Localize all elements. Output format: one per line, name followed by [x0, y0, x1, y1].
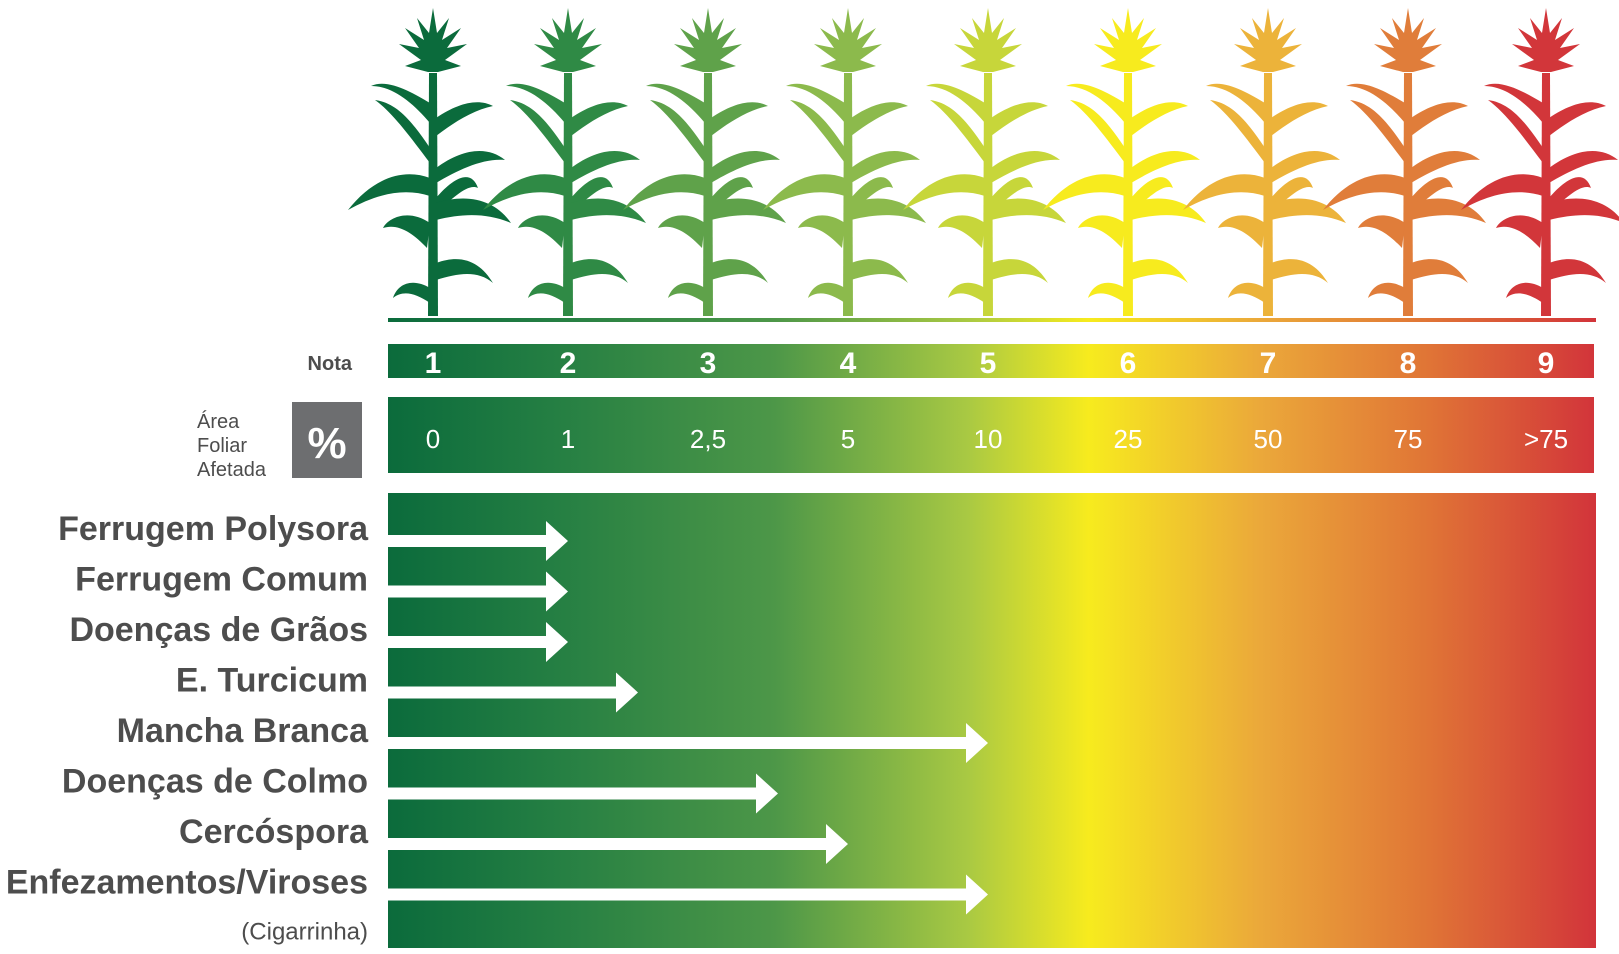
- disease-bar: [388, 493, 1596, 948]
- area-label-line: Área: [197, 410, 240, 433]
- area-value: 50: [1254, 424, 1283, 454]
- corn-plant-icon: [1323, 8, 1486, 316]
- area-label-line: Foliar: [197, 435, 247, 457]
- area-value: 25: [1114, 424, 1143, 454]
- severity-arrow: [388, 672, 638, 713]
- disease-name: Mancha Branca: [117, 712, 369, 750]
- disease-list: Ferrugem Polysora Ferrugem Comum Doenças d…: [6, 510, 988, 946]
- disease-row: Mancha Branca: [117, 712, 988, 763]
- disease-name: Doenças de Colmo: [62, 763, 368, 801]
- nota-bar: [388, 344, 1594, 378]
- severity-arrow: [388, 622, 568, 662]
- nota-label: Nota: [308, 353, 353, 375]
- area-value: 0: [426, 424, 440, 454]
- severity-arrow: [388, 824, 848, 864]
- area-value: 1: [561, 424, 575, 454]
- nota-grade: 6: [1120, 347, 1137, 380]
- corn-plants-row: [348, 8, 1619, 316]
- percent-box: [292, 402, 362, 478]
- ground-line: [388, 318, 1596, 322]
- severity-arrow: [388, 571, 568, 612]
- area-value: 10: [974, 424, 1003, 454]
- nota-grade: 2: [560, 347, 577, 380]
- disease-name: Ferrugem Polysora: [58, 510, 369, 548]
- corn-plant-icon: [348, 8, 511, 316]
- area-value: 75: [1394, 424, 1423, 454]
- nota-grade: 8: [1400, 347, 1417, 380]
- area-value: 5: [841, 424, 855, 454]
- corn-plant-icon: [623, 8, 786, 316]
- disease-subname: (Cigarrinha): [241, 919, 368, 946]
- disease-row: Doenças de Colmo: [62, 763, 778, 814]
- disease-row: Doenças de Grãos: [69, 611, 568, 662]
- disease-name: Ferrugem Comum: [75, 561, 368, 599]
- disease-name: Enfezamentos/Viroses: [6, 864, 368, 902]
- area-bar: [388, 397, 1594, 473]
- nota-grade: 1: [425, 347, 442, 380]
- disease-row: Enfezamentos/Viroses (Cigarrinha): [6, 864, 988, 946]
- disease-name: Cercóspora: [179, 813, 369, 851]
- corn-plant-icon: [1461, 8, 1619, 316]
- area-value: 2,5: [690, 424, 726, 454]
- nota-grade: 3: [700, 347, 717, 380]
- disease-row: Ferrugem Polysora: [58, 510, 568, 561]
- area-values: 0 1 2,5 5 10 25 50 75 >75: [426, 424, 1568, 454]
- nota-grade: 5: [980, 347, 997, 380]
- disease-row: Ferrugem Comum: [75, 561, 568, 612]
- disease-row: Cercóspora: [179, 813, 848, 864]
- corn-plant-icon: [1183, 8, 1346, 316]
- severity-arrow: [388, 874, 988, 915]
- corn-plant-icon: [483, 8, 646, 316]
- nota-grades: 1 2 3 4 5 6 7 8 9: [425, 347, 1555, 380]
- area-value: >75: [1524, 424, 1568, 454]
- nota-grade: 9: [1538, 347, 1555, 380]
- corn-plant-icon: [763, 8, 926, 316]
- corn-plant-icon: [1043, 8, 1206, 316]
- percent-symbol: %: [307, 419, 346, 468]
- area-label: Área Foliar Afetada: [197, 410, 267, 481]
- disease-row: E. Turcicum: [176, 662, 638, 713]
- severity-arrow: [388, 521, 568, 561]
- corn-plant-icon: [903, 8, 1066, 316]
- nota-grade: 4: [840, 347, 857, 380]
- disease-name: E. Turcicum: [176, 662, 368, 700]
- disease-name: Doenças de Grãos: [69, 611, 368, 649]
- area-label-line: Afetada: [197, 459, 267, 481]
- severity-arrow: [388, 723, 988, 763]
- nota-grade: 7: [1260, 347, 1277, 380]
- severity-arrow: [388, 773, 778, 814]
